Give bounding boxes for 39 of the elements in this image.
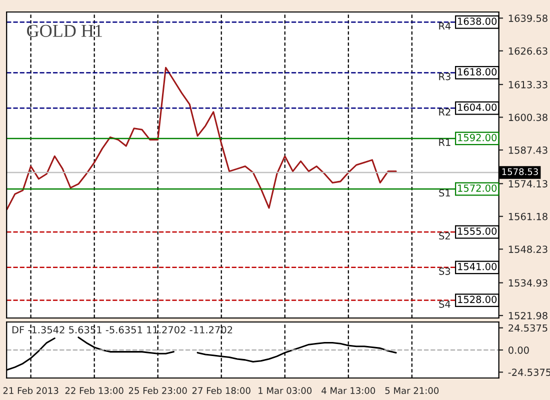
x-tick-label: 1 Mar 03:00 <box>258 387 312 394</box>
ref-line-label: 1604.00 <box>458 104 497 111</box>
annotation: R2 <box>439 108 450 116</box>
ref-line-label: 1618.00 <box>458 68 497 76</box>
y-tick-label: 0.00 <box>508 346 529 354</box>
annotation: R1 <box>439 138 450 146</box>
annotation: R4 <box>439 22 451 30</box>
annotation: R3 <box>439 72 450 80</box>
y-tick-label: 1600.38 <box>508 114 548 122</box>
y-tick-label: 1548.23 <box>508 246 548 253</box>
y-tick-label: 1574.13 <box>508 180 548 188</box>
y-tick-label: 1613.33 <box>508 80 548 88</box>
y-tick-label: 1561.18 <box>508 212 548 220</box>
x-tick-label: 27 Feb 18:00 <box>192 387 250 394</box>
y-tick-label: 1587.43 <box>508 146 548 154</box>
y-tick-label: 1534.93 <box>508 279 548 287</box>
x-tick-label: 21 Feb 2013 <box>3 387 58 394</box>
y-tick-label: 1639.58 <box>508 14 548 22</box>
text: GOLD H1 <box>27 24 102 37</box>
y-tick-label: 1521.98 <box>508 312 548 320</box>
x-tick-label: 22 Feb 13:00 <box>65 387 124 394</box>
line-series <box>6 66 397 210</box>
x-tick-label: 4 Mar 13:00 <box>322 387 376 394</box>
y-tick-label: 24.5375 <box>508 324 548 332</box>
annotation: S2 <box>439 232 450 240</box>
annotation: S3 <box>439 268 450 275</box>
ref-line-label: 1528.00 <box>458 296 497 304</box>
annotation: DF -1.3542 5.6351 -5.6351 11.2702 -11.2702 <box>12 326 232 334</box>
ref-line-label: 1638.00 <box>458 18 497 25</box>
ref-line-label: 1541.00 <box>458 262 497 270</box>
annotation: S1 <box>439 189 450 197</box>
ref-line-label: 1572.00 <box>458 184 497 192</box>
annotation: S4 <box>439 300 450 308</box>
ref-line-label: 1555.00 <box>458 227 497 235</box>
x-tick-label: 5 Mar 21:00 <box>385 387 439 394</box>
y-tick-label: 1626.63 <box>508 47 548 55</box>
ref-line-label: 1578.53 <box>502 168 538 176</box>
x-tick-label: 25 Feb 23:00 <box>128 387 187 394</box>
ref-line-label: 1592.00 <box>458 134 497 142</box>
